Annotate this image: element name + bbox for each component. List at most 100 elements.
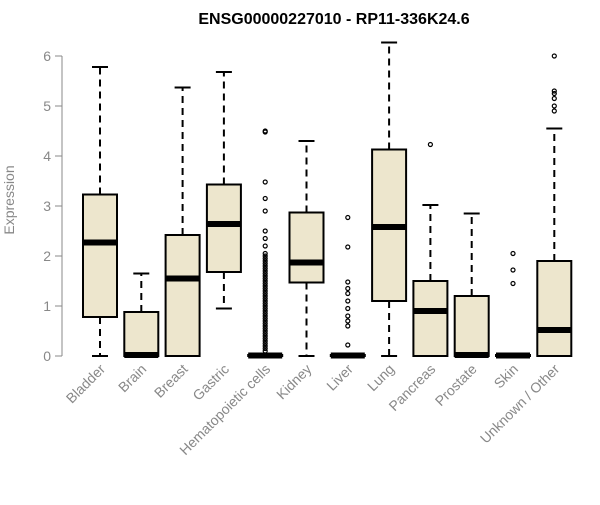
outlier-point	[551, 88, 557, 94]
outlier-point	[262, 285, 268, 292]
y-tick-label: 0	[43, 348, 51, 364]
outlier-point	[345, 298, 351, 304]
x-tick-label: Bladder	[63, 361, 109, 407]
outlier-point	[510, 280, 516, 287]
box-iqr	[288, 211, 325, 284]
box-gastric	[205, 71, 242, 310]
outlier-point	[262, 270, 268, 277]
box-unknown-other	[536, 53, 573, 357]
x-tick-label: Skin	[491, 361, 522, 392]
y-tick-label: 6	[43, 48, 51, 64]
outlier-point	[262, 323, 268, 329]
outlier-point	[262, 235, 268, 242]
box-prostate	[453, 212, 490, 358]
outlier-point	[262, 278, 268, 284]
outlier-point	[262, 320, 268, 327]
outlier-point	[262, 305, 268, 312]
outlier-point	[262, 208, 268, 214]
outlier-point	[262, 335, 268, 342]
box-iqr	[164, 234, 201, 357]
outlier-point	[345, 244, 351, 250]
box-iqr	[123, 311, 160, 357]
box-lung	[371, 41, 408, 357]
outlier-point	[262, 255, 268, 262]
outlier-point	[427, 141, 433, 148]
box-iqr	[453, 295, 490, 357]
box-brain	[123, 272, 160, 358]
outlier-point	[262, 303, 268, 309]
outlier-point	[262, 243, 268, 249]
outlier-point	[262, 228, 268, 234]
outlier-point	[262, 128, 268, 134]
box-breast	[164, 86, 201, 357]
outlier-point	[262, 325, 268, 332]
outlier-point	[262, 308, 268, 314]
box-liver	[329, 214, 366, 359]
outlier-point	[510, 267, 516, 273]
outlier-point	[345, 290, 351, 297]
outlier-point	[262, 280, 268, 287]
outlier-point	[345, 342, 351, 348]
box-bladder	[82, 66, 118, 357]
box-skin	[495, 250, 531, 359]
outlier-point	[262, 258, 268, 264]
x-tick-label: Prostate	[432, 361, 480, 409]
outlier-point	[510, 250, 516, 257]
outlier-point	[262, 348, 268, 354]
outlier-point	[262, 260, 268, 267]
outlier-point	[262, 343, 268, 349]
box-pancreas	[412, 141, 449, 357]
x-tick-label: Breast	[151, 361, 191, 401]
outlier-point	[551, 108, 557, 114]
outlier-point	[345, 323, 351, 329]
outlier-point	[262, 298, 268, 304]
outlier-point	[262, 318, 268, 324]
outlier-point	[345, 318, 351, 324]
outlier-point	[262, 179, 268, 185]
box-iqr	[82, 193, 118, 318]
y-tick-label: 2	[43, 248, 51, 264]
chart-title: ENSG00000227010 - RP11-336K24.6	[198, 11, 469, 28]
outlier-point	[262, 315, 268, 322]
outlier-point	[262, 338, 268, 344]
x-tick-label: Lung	[364, 361, 397, 394]
box-hematopoietic-cells	[247, 128, 284, 359]
outlier-point	[262, 263, 268, 269]
outlier-point	[345, 279, 351, 285]
outlier-point	[262, 295, 268, 302]
outlier-point	[262, 330, 268, 337]
outlier-point	[262, 345, 268, 352]
y-axis: 0 1 2 3 4 5 6	[43, 48, 63, 364]
box-kidney	[288, 140, 325, 357]
outlier-point	[551, 95, 557, 102]
outlier-point	[551, 90, 557, 97]
x-tick-label: Kidney	[273, 361, 315, 403]
outlier-point	[262, 195, 268, 202]
box-iqr	[536, 260, 573, 357]
y-tick-label: 3	[43, 198, 51, 214]
outlier-point	[262, 328, 268, 334]
box-iqr	[412, 280, 449, 357]
outlier-point	[345, 313, 351, 319]
outlier-point	[262, 250, 268, 257]
x-tick-label: Brain	[115, 361, 149, 395]
outlier-point	[262, 273, 268, 279]
y-axis-label: Expression	[1, 165, 17, 234]
outlier-point	[262, 265, 268, 272]
outlier-point	[345, 285, 351, 292]
boxes-group	[82, 41, 573, 359]
x-tick-label: Liver	[323, 361, 356, 394]
outlier-point	[262, 275, 268, 282]
outlier-point	[262, 293, 268, 299]
outlier-point	[262, 333, 268, 339]
outlier-point	[345, 305, 351, 312]
outlier-point	[551, 103, 557, 109]
outlier-point	[262, 288, 268, 294]
y-tick-label: 4	[43, 148, 51, 164]
outlier-point	[551, 53, 557, 59]
y-tick-label: 5	[43, 98, 51, 114]
outlier-point	[262, 300, 268, 307]
